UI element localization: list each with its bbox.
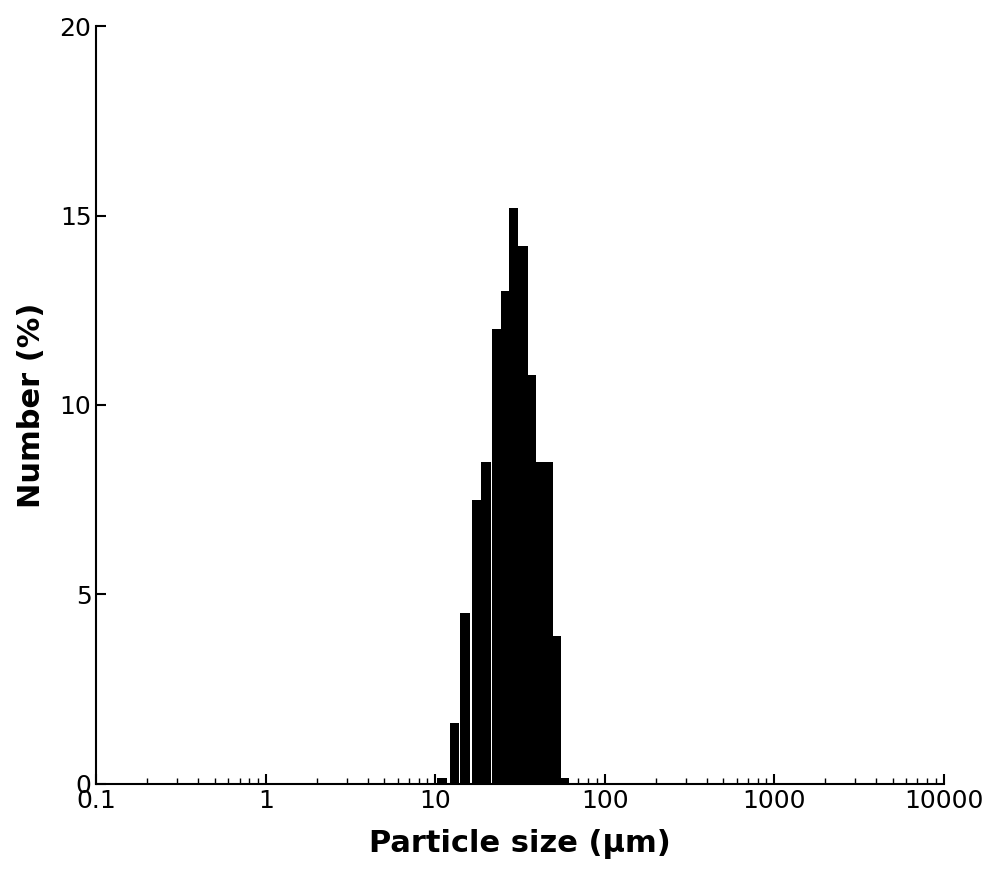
Bar <box>460 613 470 784</box>
Bar <box>501 292 510 784</box>
X-axis label: Particle size (μm): Particle size (μm) <box>369 830 671 859</box>
Bar <box>492 329 501 784</box>
Bar <box>481 462 491 784</box>
Bar <box>450 724 459 784</box>
Bar <box>509 208 518 784</box>
Bar <box>527 375 536 784</box>
Bar <box>544 462 553 784</box>
Bar <box>518 246 528 784</box>
Bar <box>472 499 481 784</box>
Bar <box>535 462 544 784</box>
Bar <box>560 778 569 784</box>
Bar <box>437 778 447 784</box>
Bar <box>552 636 561 784</box>
Y-axis label: Number (%): Number (%) <box>17 302 46 508</box>
